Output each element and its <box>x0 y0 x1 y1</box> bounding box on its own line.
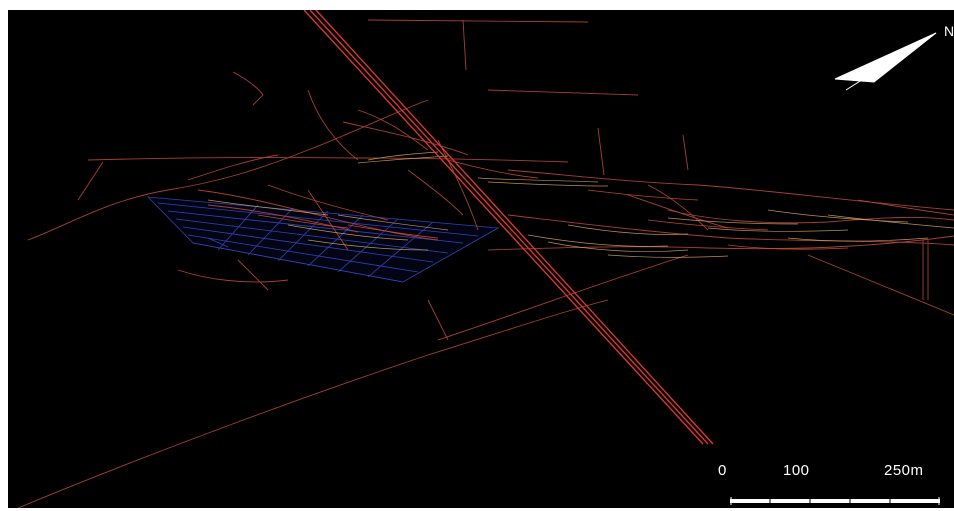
scale-bar <box>730 497 940 505</box>
scale-label-end: 250m <box>884 462 924 479</box>
north-label: N <box>944 23 954 39</box>
fracture-network-scene <box>17 10 954 508</box>
scale-label-start: 0 <box>718 462 727 479</box>
scale-label-mid: 100 <box>783 462 810 479</box>
north-arrow-icon <box>834 32 937 91</box>
trace-clusters <box>207 151 954 258</box>
trace-clusters-red <box>257 159 954 250</box>
fracture-traces <box>17 19 954 508</box>
blue-grid-plane <box>146 196 500 283</box>
fault-lines <box>303 10 714 445</box>
map-viewport[interactable]: N 0 100 250m <box>8 10 954 508</box>
